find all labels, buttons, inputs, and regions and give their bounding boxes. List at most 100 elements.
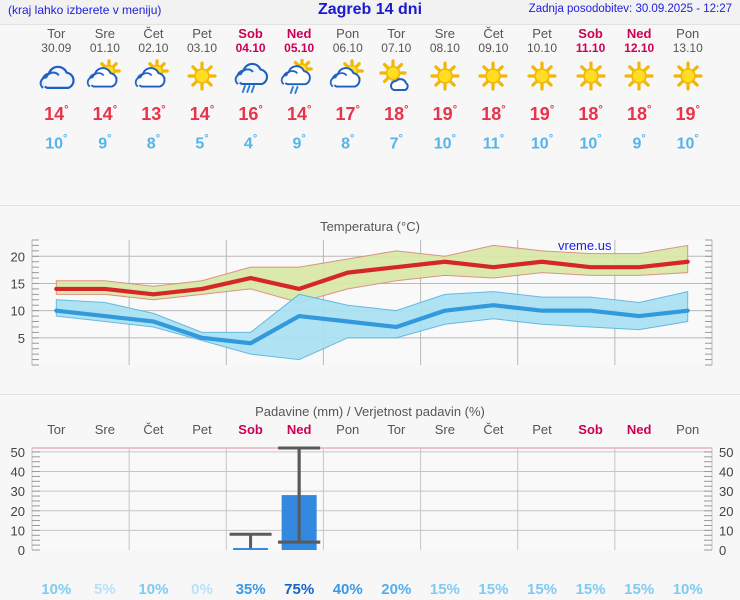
precip-probability: 15% — [624, 581, 655, 598]
svg-text:40: 40 — [11, 465, 25, 480]
precipitation-plot: 0 0 10 10 20 20 30 30 40 40 50 50 — [11, 445, 734, 558]
precip-probability: 15% — [478, 581, 509, 598]
day-name: Sre — [434, 26, 455, 41]
sunny-icon — [418, 59, 471, 97]
temp-max: 14° — [44, 104, 69, 124]
day-date: 07.10 — [381, 41, 412, 55]
temp-max: 14° — [286, 104, 312, 124]
watermark-label: vreme.us — [558, 238, 612, 253]
temp-max: 19° — [675, 104, 700, 124]
svg-text:50: 50 — [11, 445, 25, 460]
sunny-icon — [516, 59, 569, 97]
temp-max: 16° — [238, 104, 263, 124]
svg-text:10: 10 — [11, 304, 25, 319]
svg-text:30: 30 — [719, 484, 733, 499]
precip-probability: 0% — [191, 581, 213, 598]
precip-probability: 10% — [138, 581, 169, 598]
sunny-icon — [613, 59, 666, 97]
temp-min: 9° — [632, 133, 646, 153]
precip-day-label: Sob — [578, 422, 603, 437]
precipitation-chart: Padavine (mm) / Verjetnost padavin (%) T… — [0, 400, 740, 600]
day-column-10.10: Pet 10.10 19° 10° — [516, 26, 569, 156]
last-update-text: Zadnja posodobitev: 30.09.2025 - 12:27 — [528, 3, 732, 15]
day-column-13.10: Pon 13.10 19° 10° — [661, 26, 714, 156]
sunny-icon — [467, 59, 520, 97]
svg-text:0: 0 — [18, 543, 25, 558]
day-column-07.10: Tor 07.10 18° 7° — [370, 26, 423, 156]
day-column-06.10: Pon 06.10 17° 8° — [321, 26, 374, 156]
precip-day-label: Pon — [336, 422, 360, 437]
day-name: Sre — [94, 26, 115, 41]
day-column-02.10: Čet 02.10 13° 8° — [127, 26, 180, 156]
temp-min: 9° — [292, 133, 306, 153]
sun-small-cloud-icon — [370, 59, 423, 97]
temp-max: 18° — [578, 104, 603, 124]
precip-day-label: Pet — [532, 422, 552, 437]
precip-probability: 15% — [527, 581, 558, 598]
svg-text:40: 40 — [719, 465, 733, 480]
day-column-30.09: Tor 30.09 14° 10° — [30, 26, 83, 156]
sun-rain-icon — [273, 59, 326, 97]
day-column-11.10: Sob 11.10 18° 10° — [564, 26, 617, 156]
header-bar: (kraj lahko izberete v meniju) Zagreb 14… — [0, 0, 740, 24]
day-name: Sob — [578, 26, 603, 41]
day-date: 30.09 — [41, 41, 72, 55]
svg-text:0: 0 — [719, 543, 726, 558]
precip-day-label: Pon — [676, 422, 700, 437]
cloudy-icon — [30, 59, 83, 97]
precip-probability: 20% — [381, 581, 412, 598]
svg-text:20: 20 — [11, 249, 25, 264]
precip-probability: 35% — [235, 581, 266, 598]
svg-text:30: 30 — [11, 484, 25, 499]
temp-min: 8° — [341, 133, 355, 153]
partly-sunny-icon — [321, 59, 374, 97]
precip-day-label: Ned — [286, 422, 312, 437]
precip-probability: 10% — [672, 581, 703, 598]
precip-probability: 40% — [332, 581, 363, 598]
day-date: 01.10 — [89, 41, 120, 55]
temp-max: 14° — [92, 104, 118, 124]
precip-day-label: Čet — [143, 422, 164, 437]
temp-min: 4° — [243, 133, 258, 153]
precip-day-label: Sre — [94, 422, 115, 437]
day-name: Pon — [336, 26, 360, 41]
forecast-day-strip: Tor 30.09 14° 10° Sre 01.10 14° 9° Čet 02.10 13… — [0, 26, 740, 202]
svg-text:20: 20 — [11, 504, 25, 519]
day-name: Pon — [676, 26, 700, 41]
day-date: 10.10 — [527, 41, 558, 55]
temp-max: 19° — [432, 104, 458, 124]
temp-min: 10° — [530, 133, 554, 153]
day-name: Tor — [387, 26, 406, 41]
temp-min: 5° — [195, 133, 209, 153]
svg-text:15: 15 — [11, 276, 25, 291]
day-column-03.10: Pet 03.10 14° 5° — [176, 26, 229, 156]
day-name: Ned — [626, 26, 652, 41]
day-date: 04.10 — [235, 41, 266, 55]
header-note: (kraj lahko izberete v meniju) — [8, 3, 162, 17]
svg-text:10: 10 — [11, 523, 25, 538]
temp-min: 10° — [676, 133, 699, 153]
precip-probability: 15% — [575, 581, 606, 598]
temp-max: 17° — [335, 104, 360, 124]
precip-day-label: Sob — [238, 422, 263, 437]
svg-text:5: 5 — [18, 331, 25, 346]
day-column-05.10: Ned 05.10 14° 9° — [273, 26, 326, 156]
temp-max: 19° — [529, 104, 555, 124]
temp-max: 18° — [626, 104, 652, 124]
rain-icon — [224, 59, 277, 97]
temp-max: 18° — [481, 104, 506, 124]
temp-min: 10° — [579, 133, 602, 153]
precip-day-label: Tor — [47, 422, 66, 437]
day-name: Čet — [483, 26, 504, 41]
day-name: Sob — [238, 26, 263, 41]
day-name: Ned — [286, 26, 312, 41]
day-name: Tor — [47, 26, 66, 41]
temperature-plot: 5 10 15 20 — [11, 239, 713, 366]
day-date: 11.10 — [575, 41, 606, 55]
temp-max: 14° — [189, 104, 215, 124]
sunny-icon — [661, 59, 714, 97]
day-column-04.10: Sob 04.10 16° 4° — [224, 26, 277, 156]
temp-max: 13° — [141, 104, 166, 124]
sunny-icon — [176, 59, 229, 97]
precip-probability: 15% — [429, 581, 460, 598]
